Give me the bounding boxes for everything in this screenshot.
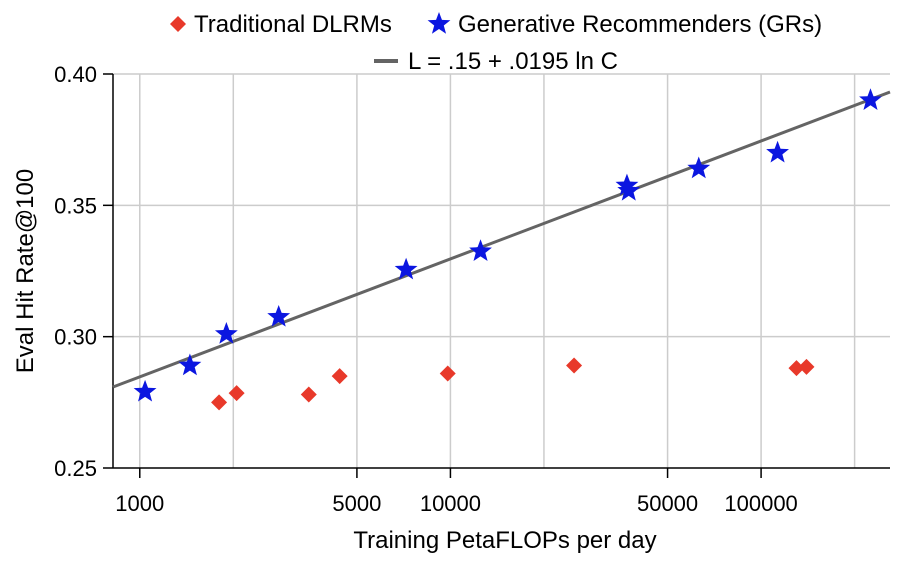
y-axis-title: Eval Hit Rate@100	[12, 169, 39, 373]
legend-dlrm-label: Traditional DLRMs	[194, 11, 392, 38]
gr-star-point	[394, 257, 418, 280]
dlrm-diamond-point	[439, 365, 456, 382]
dlrm-diamond-point	[331, 368, 348, 385]
gr-star-point	[178, 353, 202, 376]
gr-star-point	[687, 156, 711, 179]
x-tick-label: 100000	[724, 491, 797, 516]
dlrm-diamond-point	[798, 358, 815, 375]
fit-line-group	[112, 90, 891, 389]
legend-fit-label: L = .15 + .0195 ln C	[408, 48, 618, 75]
gr-star-point	[469, 239, 492, 262]
fit-line	[112, 90, 891, 389]
gr-star-point	[133, 379, 157, 402]
dlrm-diamond-point	[211, 394, 228, 411]
legend-gr-marker	[427, 12, 451, 34]
axes	[103, 73, 890, 478]
y-tick-label: 0.25	[54, 456, 97, 481]
x-tick-label: 10000	[420, 491, 481, 516]
gr-star-point	[214, 322, 238, 344]
dlrm-diamond-point	[228, 385, 245, 402]
data-points	[133, 88, 882, 411]
dlrm-diamond-point	[300, 386, 317, 403]
legend-gr-label: Generative Recommenders (GRs)	[458, 11, 822, 38]
x-axis-title: Training PetaFLOPs per day	[353, 527, 656, 554]
x-tick-label: 50000	[637, 491, 698, 516]
gr-star-point	[859, 88, 882, 110]
y-tick-label: 0.40	[54, 62, 97, 87]
grid	[113, 73, 890, 468]
x-tick-label: 1000	[115, 491, 164, 516]
y-tick-label: 0.30	[54, 325, 97, 350]
gr-star-point	[766, 140, 789, 163]
gr-star-point	[617, 178, 641, 201]
tick-labels: 0.25 0.30 0.35 0.40 1000 5000 10000 50000 100000	[54, 62, 798, 516]
gr-star-point	[267, 304, 291, 327]
x-tick-label: 5000	[332, 491, 381, 516]
legend: Traditional DLRMs Generative Recommenders…	[170, 11, 822, 75]
legend-dlrm-marker	[170, 16, 186, 32]
dlrm-diamond-point	[788, 360, 805, 377]
dlrm-diamond-point	[566, 357, 583, 374]
y-tick-label: 0.35	[54, 193, 97, 218]
